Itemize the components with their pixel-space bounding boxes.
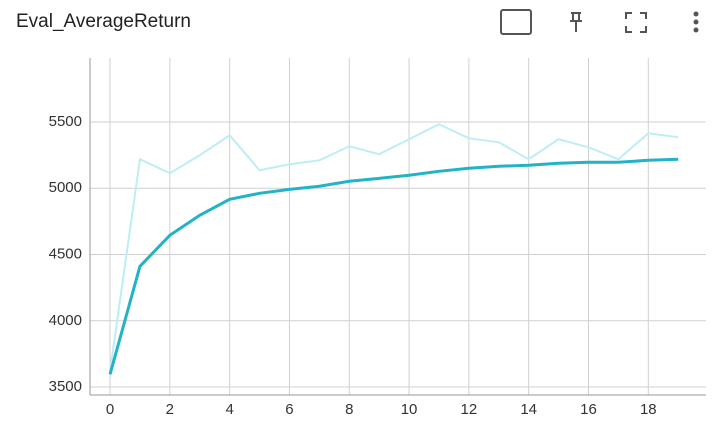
chart-title: Eval_AverageReturn	[16, 11, 191, 32]
toolbar[interactable]	[500, 9, 647, 35]
more-button[interactable]	[693, 11, 699, 33]
y-tick-label: 4500	[49, 245, 82, 262]
x-tick-label: 2	[166, 401, 174, 418]
x-tick-label: 18	[640, 401, 657, 418]
x-tick-label: 16	[580, 401, 597, 418]
x-tick-label: 6	[285, 401, 293, 418]
y-tick-label: 3500	[49, 378, 82, 395]
x-tick-label: 14	[520, 401, 537, 418]
x-tick-label: 12	[461, 401, 478, 418]
series-line	[108, 157, 679, 375]
y-tick-label: 5500	[49, 113, 82, 130]
x-tick-label: 4	[225, 401, 233, 418]
fit-domain-button[interactable]	[500, 9, 532, 35]
pin-button[interactable]	[570, 12, 582, 32]
series-line	[109, 123, 679, 372]
y-tick-label: 5000	[49, 179, 82, 196]
y-tick-label: 4000	[49, 312, 82, 329]
fullscreen-button[interactable]	[625, 12, 647, 33]
x-tick-label: 8	[345, 401, 353, 418]
x-tick-label: 0	[106, 401, 114, 418]
x-tick-label: 10	[401, 401, 418, 418]
